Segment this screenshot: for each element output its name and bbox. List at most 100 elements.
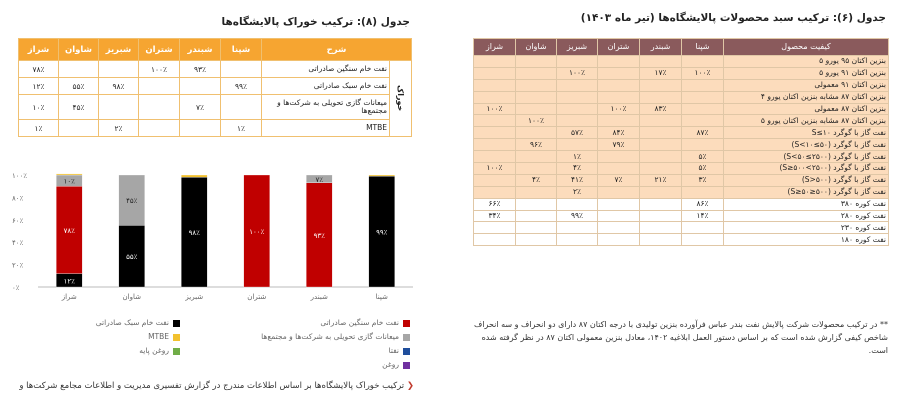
table6-cell-value [473, 233, 516, 247]
table6-row: بنزین اکتان ۸۷ معمولی ۸۳٪ ۱۰۰٪ ۱۰۰٪ [473, 102, 889, 116]
table6-cell-value: ۲٪ [556, 185, 598, 199]
table6-cell-value [639, 138, 682, 152]
y-tick-label: ۲۰٪ [12, 262, 24, 270]
table8-cell-value [179, 77, 221, 95]
table6-cell-value [639, 233, 682, 247]
table6-cell-product: نفت کوره ۱۸۰ [723, 233, 889, 247]
legend-label: نفتا [388, 346, 399, 355]
table6-row: نفت کوره ۱۸۰ [473, 233, 889, 247]
table6-cell-value [473, 66, 516, 80]
table6-row: نفت گاز با گوگرد (۵۰≥S<۱۰) ۷۹٪ ۹۶٪ [473, 138, 889, 152]
table8-cell-value: ۹۳٪ [179, 60, 221, 78]
table6-cell-value [556, 233, 598, 247]
table8-header: شرح [261, 38, 412, 61]
table6-cell-value [597, 185, 640, 199]
bar-data-label: ۱۰٪ [64, 178, 76, 186]
table6-cell-value [681, 185, 724, 199]
table6-cell-value [597, 55, 640, 68]
table6-row: بنزین اکتان ۸۷ مشابه بنزین اکتان یورو ۴ [473, 90, 889, 104]
table6-cell-value: ۷۹٪ [597, 138, 640, 152]
table6-footnote: ** در ترکیب محصولات شرکت پالایش نفت بندر… [474, 320, 888, 355]
table6-cell-product: بنزین اکتان ۹۱ یورو ۵ [723, 66, 889, 80]
table6-cell-value [639, 126, 682, 140]
table6-cell-value [473, 55, 516, 68]
table6-cell-value: ۲۱٪ [639, 173, 682, 187]
table6-cell-value [681, 138, 724, 152]
table8-cell-value: ۱٪ [18, 119, 59, 137]
table6-cell-value [639, 209, 682, 223]
table6-cell-value [597, 114, 640, 128]
table6-cell-value: ۵٪ [681, 162, 724, 175]
table6-cell-value: ۸۷٪ [681, 126, 724, 140]
table6-cell-value: ۹۶٪ [515, 138, 557, 152]
table6-header: شبندر [639, 38, 682, 56]
table6-cell-value [681, 78, 724, 92]
table6-cell-product: نفت گاز با گوگرد ۱۰≥S [723, 126, 889, 140]
table6-cell-value [515, 185, 557, 199]
table6-cell-value [639, 114, 682, 128]
table6-cell-value [556, 221, 598, 235]
table6-cell-value [515, 197, 557, 211]
table6-cell-value [597, 150, 640, 164]
table8-header: شبریز [98, 38, 139, 61]
table8-row: نفت خام سبک صادراتی ۹۹٪ ۹۸٪ ۵۵٪ ۱۲٪ [18, 77, 412, 95]
table6-cell-value: ۱۰۰٪ [556, 66, 598, 80]
chart-legend: نفت خام سنگین صادراتی نفت خام سبک صادراتی… [20, 318, 410, 369]
bar-data-label: ۷۸٪ [64, 227, 76, 235]
bar-data-label: ۱۰۰٪ [249, 228, 264, 236]
table6-cell-value [515, 78, 557, 92]
y-tick-label: ۰٪ [12, 284, 20, 292]
table8-cell-value: ۱۰۰٪ [138, 60, 180, 78]
table8-cell-value [138, 77, 180, 95]
table6-cell-value [681, 102, 724, 116]
bar-data-label: ۴۵٪ [126, 197, 138, 205]
table6-cell-value [556, 102, 598, 116]
legend-label: روغن پایه [139, 346, 169, 355]
table6-row: نفت کوره ۳۸۰ ۸۶٪ ۶۶٪ [473, 197, 889, 211]
bar-segment [368, 174, 395, 177]
y-tick-label: ۶۰٪ [12, 217, 24, 225]
table6-cell-value [681, 221, 724, 235]
table6-cell-value [515, 233, 557, 247]
table8-cell-value: ۵۵٪ [58, 77, 99, 95]
table6-cell-value: ۸۳٪ [639, 102, 682, 116]
table6-cell-value [473, 185, 516, 199]
bar-segment [306, 182, 333, 288]
table8-cell-value [58, 119, 99, 137]
table6-cell-value [556, 90, 598, 104]
feed-composition-table: شرح شپنا شبندر شتران شبریز شاوان شراز خوراک نفت… [18, 38, 412, 137]
table8-cell-value [98, 60, 139, 78]
bar-data-label: ۷٪ [315, 176, 323, 184]
table6-cell-value: ۱۰۰٪ [597, 102, 640, 116]
table8-cell-value: ۱۲٪ [18, 77, 59, 95]
legend-item: نفت خام سبک صادراتی [96, 318, 180, 327]
table6-header: شراز [473, 38, 516, 56]
table8-cell-value [138, 94, 180, 120]
table6-cell-value: ۳٪ [681, 173, 724, 187]
x-tick-label: شپنا [376, 293, 388, 301]
table6-cell-value [515, 90, 557, 104]
table6-cell-value [556, 55, 598, 68]
table6-cell-value: ۳۴٪ [473, 209, 516, 223]
bar-data-label: ۱۲٪ [64, 277, 76, 285]
table6-cell-value [639, 55, 682, 68]
table6-cell-value [473, 173, 516, 187]
legend-swatch [403, 361, 410, 369]
table6-cell-value: ۶۶٪ [473, 197, 516, 211]
table8-cell-value: ۹۸٪ [98, 77, 139, 95]
table8-cell-value: ۹۹٪ [220, 77, 262, 95]
table6-header: کیفیت محصول [723, 38, 889, 56]
legend-label: میعانات گازی تحویلی به شرکت‌ها و مجتمع‌ه… [261, 332, 399, 341]
table6-cell-value: ۱٪ [556, 150, 598, 164]
table6-header: شپنا [681, 38, 724, 56]
bar-segment [181, 174, 208, 178]
table8-header: شراز [18, 38, 59, 61]
table8-cell-value [220, 60, 262, 78]
bar-segment [118, 174, 145, 226]
table6-cell-value [639, 150, 682, 164]
y-tick-label: ۱۰۰٪ [12, 172, 27, 180]
table6-cell-value [515, 102, 557, 116]
table8-title: جدول (۸): ترکیب خوراک پالایشگاه‌ها [221, 16, 410, 28]
bar-data-label: ۹۹٪ [376, 229, 388, 237]
table8-cell-value: ۱٪ [220, 119, 262, 137]
